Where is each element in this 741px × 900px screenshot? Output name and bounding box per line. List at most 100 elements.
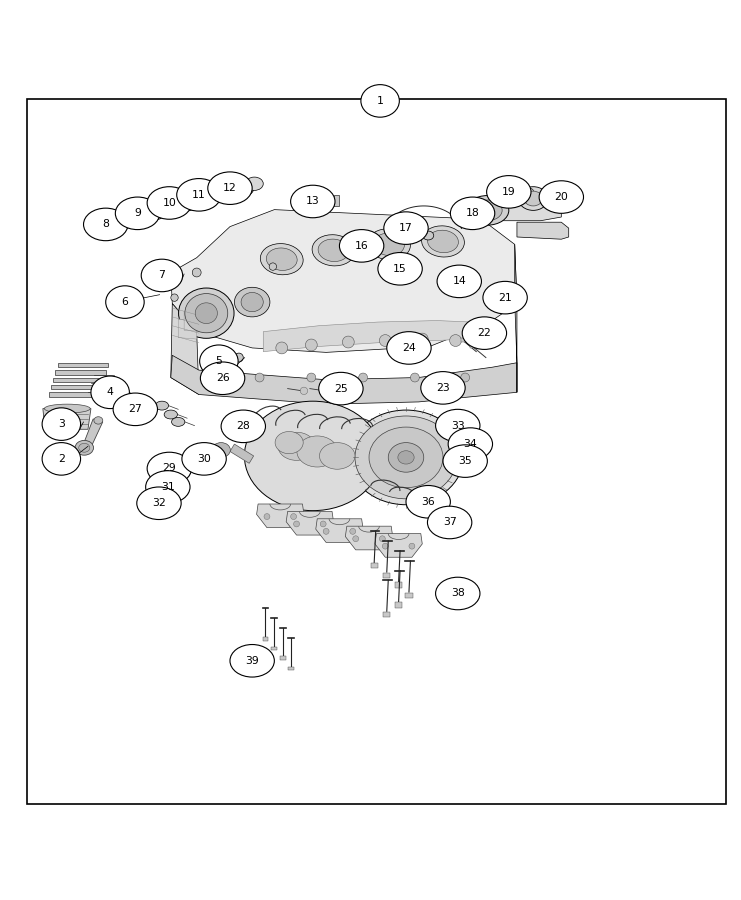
Ellipse shape	[339, 230, 384, 262]
Ellipse shape	[487, 176, 531, 208]
Circle shape	[418, 342, 430, 354]
Polygon shape	[345, 526, 393, 550]
Ellipse shape	[190, 191, 207, 204]
Bar	[271, 647, 277, 651]
Text: 10: 10	[162, 198, 176, 208]
Text: 39: 39	[245, 656, 259, 666]
Polygon shape	[517, 222, 568, 239]
Ellipse shape	[79, 444, 90, 452]
Ellipse shape	[195, 302, 217, 323]
Text: 11: 11	[192, 190, 206, 200]
Ellipse shape	[182, 443, 226, 475]
Ellipse shape	[173, 192, 199, 211]
Ellipse shape	[319, 373, 363, 405]
Ellipse shape	[106, 286, 144, 319]
Ellipse shape	[388, 443, 424, 473]
Circle shape	[320, 521, 326, 526]
Circle shape	[290, 514, 296, 519]
Polygon shape	[256, 504, 304, 527]
Polygon shape	[286, 511, 333, 536]
Circle shape	[269, 263, 276, 270]
Ellipse shape	[378, 253, 422, 285]
Text: 16: 16	[355, 241, 368, 251]
Bar	[405, 593, 413, 598]
Bar	[395, 602, 402, 608]
Circle shape	[264, 514, 270, 519]
Ellipse shape	[212, 443, 230, 457]
Circle shape	[219, 373, 226, 380]
FancyBboxPatch shape	[56, 370, 106, 374]
Circle shape	[300, 387, 308, 394]
Circle shape	[350, 528, 356, 535]
Text: 9: 9	[134, 208, 141, 219]
Text: 18: 18	[465, 208, 479, 219]
Polygon shape	[263, 320, 491, 352]
Bar	[280, 656, 286, 660]
Bar	[461, 338, 471, 342]
Circle shape	[255, 374, 264, 382]
Ellipse shape	[200, 362, 245, 394]
Ellipse shape	[539, 181, 583, 213]
Ellipse shape	[439, 426, 453, 437]
Text: 37: 37	[443, 518, 456, 527]
Circle shape	[379, 335, 391, 346]
Ellipse shape	[42, 443, 81, 475]
Ellipse shape	[75, 440, 93, 455]
Text: 33: 33	[451, 420, 465, 430]
Ellipse shape	[176, 194, 194, 208]
Ellipse shape	[221, 410, 265, 443]
Polygon shape	[456, 200, 562, 222]
Circle shape	[210, 374, 219, 382]
Circle shape	[293, 521, 299, 526]
Ellipse shape	[297, 436, 338, 467]
Circle shape	[171, 294, 178, 302]
Text: 6: 6	[122, 297, 128, 307]
Circle shape	[345, 387, 352, 394]
Ellipse shape	[228, 178, 254, 197]
Circle shape	[372, 242, 381, 251]
Ellipse shape	[524, 191, 542, 206]
Polygon shape	[171, 356, 517, 404]
Ellipse shape	[355, 416, 457, 499]
Ellipse shape	[266, 248, 297, 270]
Ellipse shape	[42, 408, 81, 440]
Circle shape	[409, 544, 415, 549]
Text: 12: 12	[223, 184, 237, 194]
Text: 36: 36	[422, 497, 435, 507]
Text: 7: 7	[159, 271, 165, 281]
Polygon shape	[171, 303, 199, 394]
Ellipse shape	[369, 428, 443, 488]
Text: 22: 22	[477, 328, 491, 338]
Ellipse shape	[278, 432, 315, 461]
Ellipse shape	[387, 332, 431, 365]
Ellipse shape	[172, 418, 185, 427]
Bar	[383, 612, 391, 617]
Bar	[288, 667, 294, 670]
Ellipse shape	[428, 506, 472, 539]
Ellipse shape	[146, 471, 190, 503]
Circle shape	[525, 188, 534, 197]
Text: 28: 28	[236, 421, 250, 431]
Text: 38: 38	[451, 589, 465, 598]
Ellipse shape	[436, 410, 480, 442]
Circle shape	[192, 268, 201, 277]
Circle shape	[379, 536, 385, 542]
Ellipse shape	[519, 186, 548, 211]
Text: 3: 3	[58, 419, 64, 429]
Ellipse shape	[159, 200, 176, 213]
Circle shape	[450, 335, 462, 346]
Polygon shape	[81, 418, 103, 454]
Circle shape	[276, 342, 288, 354]
Text: 2: 2	[58, 454, 64, 464]
Polygon shape	[43, 409, 91, 429]
Ellipse shape	[201, 184, 227, 203]
Ellipse shape	[116, 197, 160, 230]
Bar	[383, 572, 391, 578]
Ellipse shape	[437, 266, 482, 298]
Polygon shape	[316, 518, 363, 543]
Ellipse shape	[451, 197, 495, 230]
Ellipse shape	[275, 431, 303, 454]
Text: 30: 30	[197, 454, 211, 464]
Ellipse shape	[91, 376, 130, 409]
Ellipse shape	[147, 452, 191, 485]
